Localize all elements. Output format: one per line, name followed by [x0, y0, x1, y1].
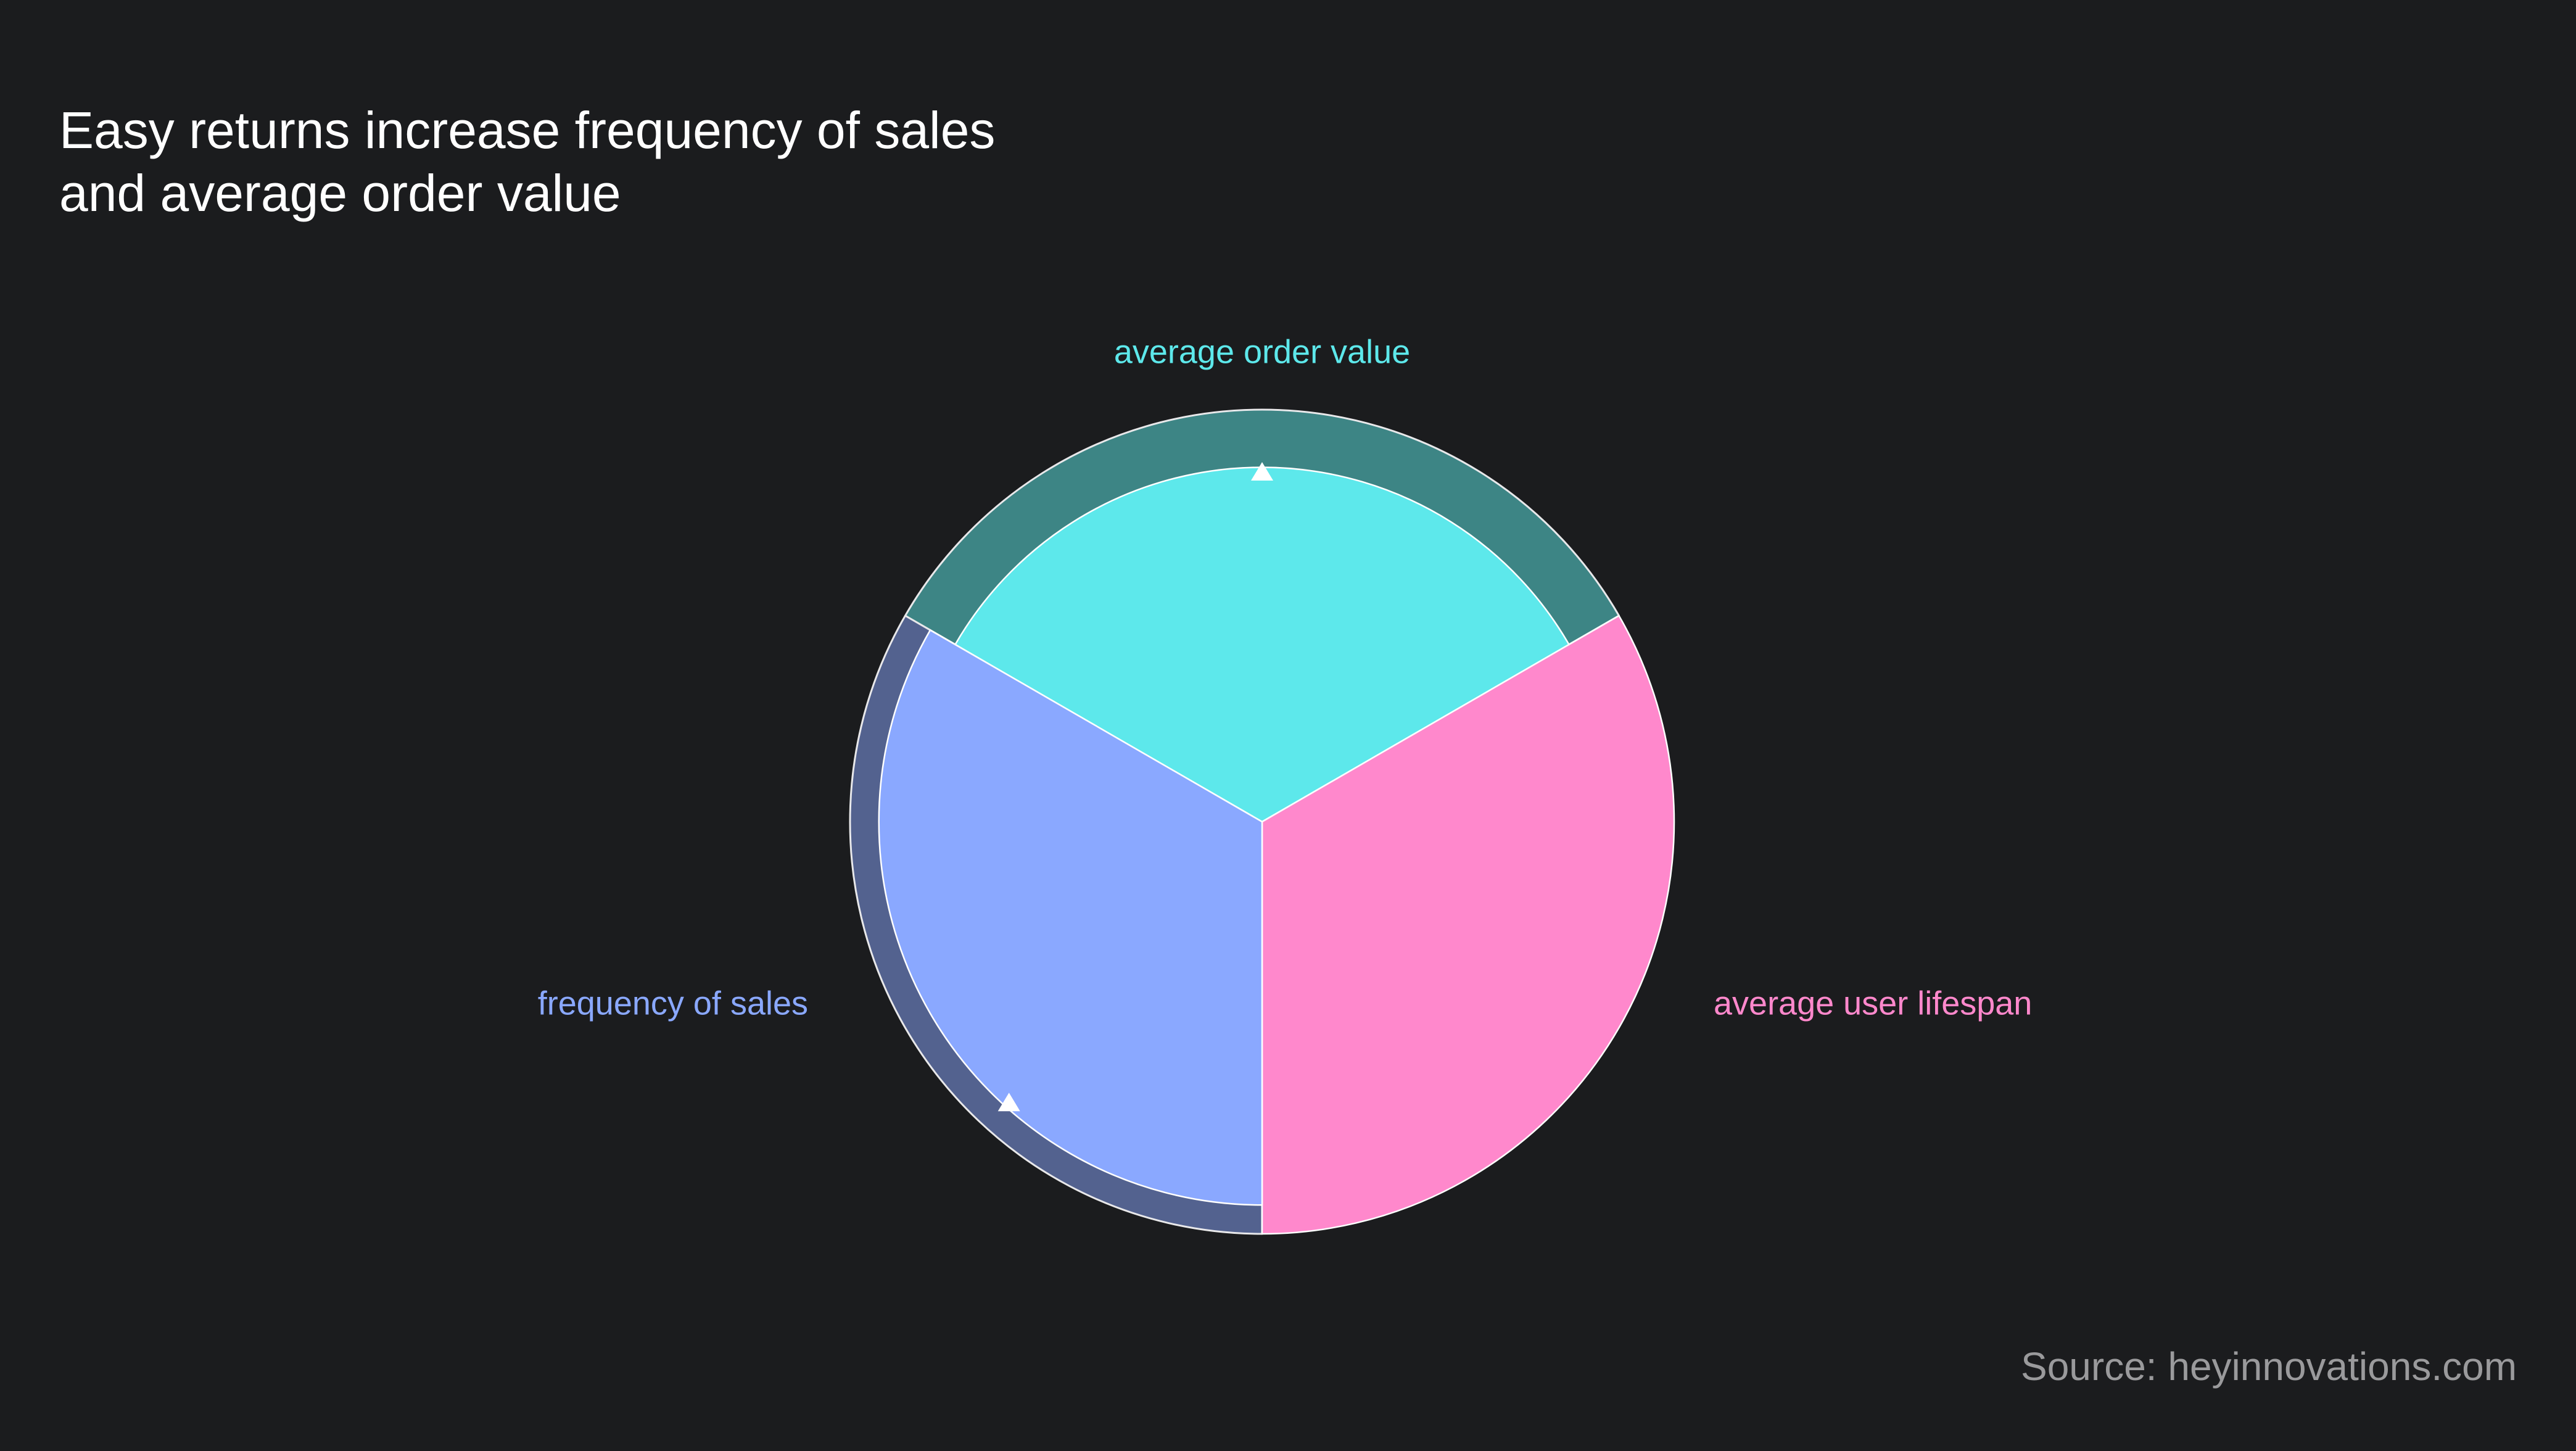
slice-frequency-of-sales: [878, 629, 1263, 1206]
triangle-marker-frequency-of-sales: [997, 1093, 1020, 1112]
slice-average-user-lifespan: [1261, 614, 1675, 1235]
slice-label-frequency-of-sales: frequency of sales: [538, 985, 808, 1022]
chart-title-line-1: Easy returns increase frequency of sales: [59, 101, 996, 159]
chart-title: Easy returns increase frequency of sales…: [59, 99, 1231, 225]
triangle-marker-average-order-value: [1251, 462, 1273, 481]
slice-label-average-user-lifespan: average user lifespan: [1714, 985, 2032, 1022]
source-note: Source: heyinnovations.com: [2021, 1344, 2517, 1389]
slice-label-average-order-value: average order value: [1114, 333, 1410, 370]
chart-title-line-2: and average order value: [59, 164, 621, 222]
